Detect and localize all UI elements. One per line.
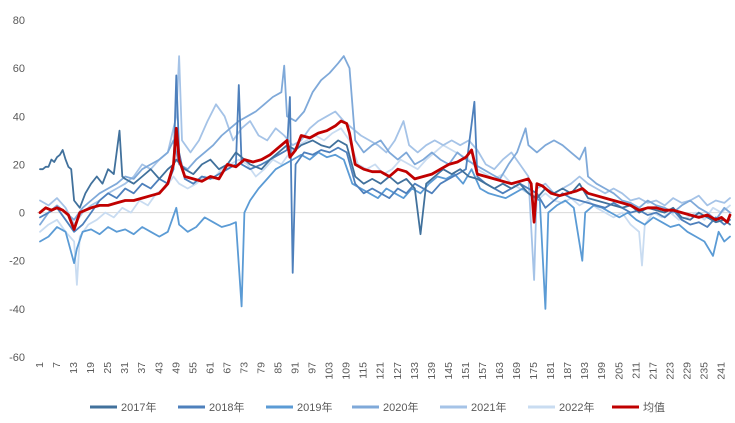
x-tick-label: 37: [136, 362, 148, 374]
y-tick-label: 80: [13, 15, 25, 27]
x-tick-label: 7: [51, 362, 63, 368]
legend-label: 2018年: [209, 400, 244, 414]
x-tick-label: 133: [409, 362, 421, 380]
x-tick-label: 223: [664, 362, 676, 380]
x-tick-label: 31: [119, 362, 131, 374]
y-tick-label: 60: [13, 63, 25, 75]
x-tick-label: 19: [85, 362, 97, 374]
legend-label: 2020年: [383, 400, 418, 414]
x-tick-label: 187: [562, 362, 574, 380]
x-tick-label: 145: [443, 362, 455, 380]
legend-item: 2020年: [352, 400, 418, 414]
x-tick-label: 127: [392, 362, 404, 380]
x-tick-label: 217: [647, 362, 659, 380]
x-axis-labels: 1 7 13 19 25 31 37 43 49 55 61 67 73 79 85 91 97 103 109 11…: [34, 362, 728, 380]
x-tick-label: 91: [290, 362, 302, 374]
x-tick-label: 61: [204, 362, 216, 374]
series-line-2017: [39, 129, 731, 236]
x-tick-label: 49: [170, 362, 182, 374]
legend-label: 2022年: [559, 400, 594, 414]
series-line-2020: [39, 55, 731, 226]
x-tick-label: 55: [187, 362, 199, 374]
x-tick-label: 169: [511, 362, 523, 380]
series-line-2018: [39, 74, 731, 274]
legend-label: 均值: [643, 401, 665, 414]
y-tick-label: 40: [13, 111, 25, 123]
series-lines: [38, 55, 732, 310]
x-tick-label: 151: [460, 362, 472, 380]
y-tick-label: -40: [9, 304, 25, 316]
x-tick-label: 235: [698, 362, 710, 380]
legend-label: 2017年: [121, 400, 156, 414]
x-tick-label: 97: [307, 362, 319, 374]
x-tick-label: 193: [579, 362, 591, 380]
legend-item: 2021年: [440, 400, 506, 414]
x-tick-label: 205: [613, 362, 625, 380]
x-tick-label: 211: [630, 362, 642, 379]
x-tick-label: 13: [68, 362, 80, 374]
legend-item: 2019年: [266, 400, 332, 414]
x-tick-label: 103: [324, 362, 336, 380]
x-tick-label: 109: [341, 362, 353, 380]
x-tick-label: 199: [596, 362, 608, 380]
y-tick-label: -60: [9, 352, 25, 364]
x-tick-label: 181: [545, 362, 557, 380]
x-tick-label: 73: [238, 362, 250, 374]
x-tick-label: 79: [256, 362, 268, 374]
x-tick-label: 163: [494, 362, 506, 380]
legend-item: 2018年: [178, 400, 244, 414]
x-tick-label: 85: [273, 362, 285, 374]
y-axis-labels: 80 60 40 20 0 -20 -40 -60: [9, 15, 25, 364]
x-tick-label: 241: [716, 362, 728, 380]
x-tick-label: 175: [528, 362, 540, 380]
x-tick-label: 43: [153, 362, 165, 374]
x-tick-label: 121: [375, 362, 387, 380]
x-tick-label: 157: [477, 362, 489, 380]
y-tick-label: 0: [19, 208, 25, 220]
legend-item: 2022年: [528, 400, 594, 414]
legend-label: 2019年: [297, 400, 332, 414]
legend: 2017年 2018年 2019年 2020年 2021年 2022年 均值: [90, 400, 665, 414]
x-tick-label: 139: [426, 362, 438, 380]
legend-label: 2021年: [471, 400, 506, 414]
x-tick-label: 229: [681, 362, 693, 380]
x-tick-label: 115: [358, 362, 370, 379]
y-tick-label: 20: [13, 159, 25, 171]
series-line-mean: [38, 119, 732, 231]
x-tick-label: 67: [221, 362, 233, 374]
x-tick-label: 1: [34, 362, 46, 368]
legend-item: 均值: [612, 401, 665, 414]
legend-item: 2017年: [90, 400, 156, 414]
x-tick-label: 25: [102, 362, 114, 374]
y-tick-label: -20: [9, 256, 25, 268]
